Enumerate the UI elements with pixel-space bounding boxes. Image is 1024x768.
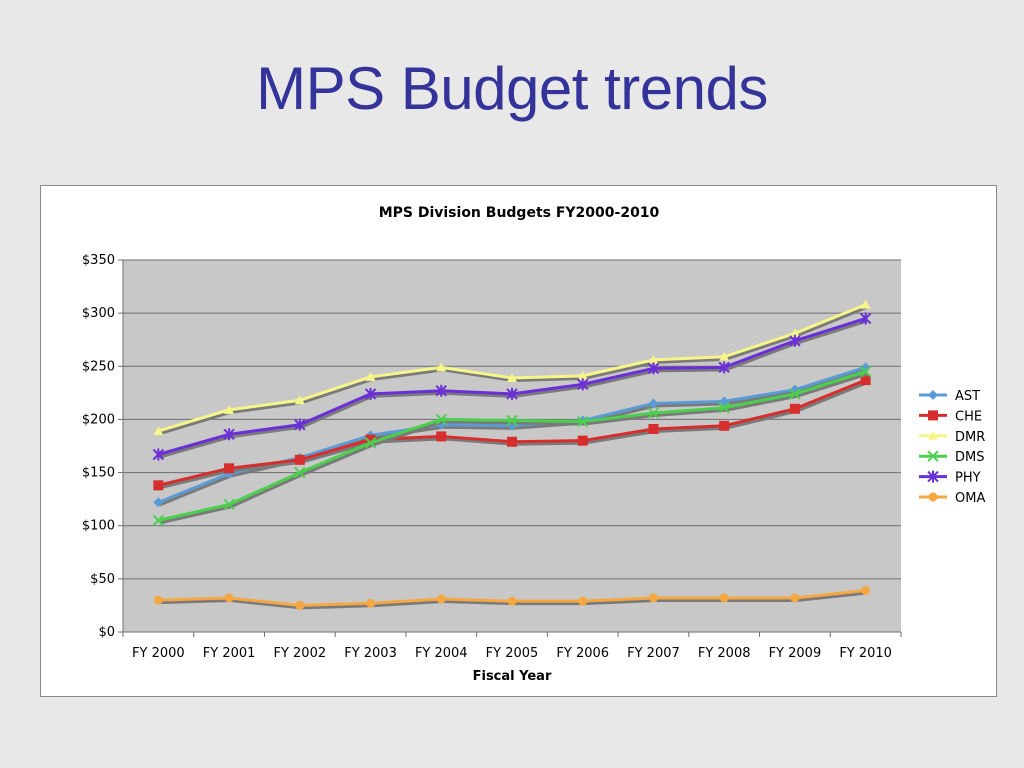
series-che-point xyxy=(789,403,800,414)
y-tick-label: $200 xyxy=(82,412,115,427)
series-che-point xyxy=(153,480,164,491)
series-che-point xyxy=(224,463,235,474)
series-dmr-point xyxy=(507,372,517,382)
legend-dms-marker xyxy=(927,450,939,462)
y-tick-label: $50 xyxy=(90,572,115,587)
x-tick-label: FY 2004 xyxy=(415,646,468,661)
series-che-point xyxy=(507,436,517,447)
series-dmr-point xyxy=(860,299,871,309)
series-dms-point xyxy=(364,437,377,449)
legend-che-label: CHE xyxy=(955,409,982,424)
series-che-point xyxy=(365,434,376,445)
series-oma-point xyxy=(153,595,163,605)
series-phy-point xyxy=(577,378,589,391)
x-tick-label: FY 2001 xyxy=(203,646,256,661)
series-phy-point xyxy=(647,362,660,375)
y-tick-label: $250 xyxy=(82,359,115,374)
series-dmr-point xyxy=(789,328,800,338)
legend-che-marker xyxy=(928,410,938,421)
series-dms-point xyxy=(506,414,518,427)
legend-phy-marker xyxy=(927,470,939,483)
x-tick-label: FY 2007 xyxy=(627,646,680,661)
series-oma-point xyxy=(861,586,871,596)
series-dms-point xyxy=(294,466,306,479)
series-oma-point xyxy=(507,596,517,606)
series-phy-point xyxy=(789,334,801,347)
series-dmr-point xyxy=(577,370,588,380)
x-tick-label: FY 2005 xyxy=(486,646,539,661)
series-phy-point xyxy=(506,387,518,400)
legend-dmr-marker xyxy=(928,430,938,440)
series-che-point xyxy=(436,431,447,442)
series-dmr-point xyxy=(648,354,659,364)
series-oma-point xyxy=(224,593,234,603)
series-oma-point xyxy=(578,596,588,606)
x-tick-label: FY 2003 xyxy=(344,646,397,661)
x-tick-label: FY 2009 xyxy=(769,646,822,661)
series-phy-point xyxy=(364,387,377,400)
series-oma-point xyxy=(648,593,658,603)
series-oma-point xyxy=(790,593,800,603)
series-che-point xyxy=(648,423,659,434)
x-tick-label: FY 2006 xyxy=(556,646,609,661)
series-phy-point xyxy=(152,448,165,461)
series-oma-point xyxy=(719,593,729,603)
series-dmr-point xyxy=(719,351,730,361)
y-tick-label: $300 xyxy=(82,306,115,321)
y-tick-label: $150 xyxy=(82,466,115,481)
legend-ast-marker xyxy=(928,390,938,400)
series-dmr-point xyxy=(436,362,447,372)
x-axis-label: Fiscal Year xyxy=(473,669,552,684)
series-dms-point xyxy=(223,498,235,511)
series-dmr-point xyxy=(294,395,305,405)
series-che-point xyxy=(860,375,871,386)
series-che-point xyxy=(719,420,730,431)
series-dms-point xyxy=(435,413,447,426)
legend-oma-label: OMA xyxy=(955,491,985,506)
series-dms-point xyxy=(718,402,730,414)
series-dms-point xyxy=(859,365,872,378)
chart-container: MPS Division Budgets FY2000-2010 Fiscal … xyxy=(40,185,997,697)
line-chart: MPS Division Budgets FY2000-2010 Fiscal … xyxy=(82,205,986,684)
series-ast-point xyxy=(153,497,164,508)
legend-dms-label: DMS xyxy=(955,450,984,465)
x-tick-label: FY 2000 xyxy=(132,646,185,661)
series-oma-point xyxy=(436,594,446,604)
y-tick-label: $350 xyxy=(82,253,115,268)
series-dms-point xyxy=(789,388,801,400)
legend-oma-marker xyxy=(928,492,938,502)
x-tick-label: FY 2008 xyxy=(698,646,751,661)
series-phy-point xyxy=(859,312,872,325)
series-phy-point xyxy=(223,428,235,441)
series-ast-point xyxy=(648,398,659,409)
legend-dmr-label: DMR xyxy=(955,430,985,445)
y-tick-label: $0 xyxy=(98,625,115,640)
series-dmr-point xyxy=(153,426,164,436)
series-phy-point xyxy=(294,418,306,431)
chart-title: MPS Division Budgets FY2000-2010 xyxy=(379,205,660,221)
y-tick-label: $100 xyxy=(82,519,115,534)
legend-phy-label: PHY xyxy=(955,471,981,486)
series-che-point xyxy=(577,435,588,446)
series-dmr-point xyxy=(365,371,376,381)
x-tick-label: FY 2010 xyxy=(839,646,892,661)
slide-title: MPS Budget trends xyxy=(256,55,768,122)
series-oma-point xyxy=(295,600,305,610)
series-phy-point xyxy=(718,361,730,374)
series-dms-point xyxy=(647,407,660,419)
series-che-point xyxy=(294,454,305,465)
x-tick-label: FY 2002 xyxy=(273,646,326,661)
series-phy-point xyxy=(435,384,447,397)
series-oma-point xyxy=(366,598,376,608)
series-dms-point xyxy=(152,514,165,527)
series-dms-point xyxy=(577,415,589,428)
legend-ast-label: AST xyxy=(955,389,980,404)
series-dmr-point xyxy=(224,404,235,414)
